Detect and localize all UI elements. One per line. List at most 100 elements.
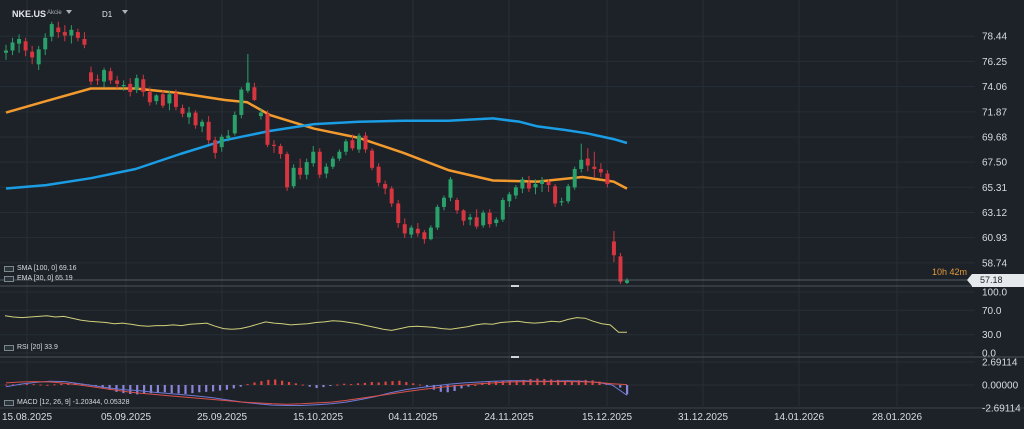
candle-body [422, 232, 427, 240]
candle-body [88, 72, 93, 82]
macd-histogram-bar [619, 385, 622, 388]
candle-body [520, 179, 525, 189]
candle [330, 156, 335, 169]
macd-histogram-bar [557, 379, 560, 385]
candle [448, 177, 453, 202]
macd-histogram-bar [336, 384, 339, 386]
macd-signal-line [5, 381, 628, 405]
macd-histogram-bar [143, 385, 146, 394]
date-tick-label: 15.10.2025 [293, 412, 343, 423]
indicator-settings-icon[interactable] [4, 344, 14, 351]
macd-histogram-bar [391, 381, 394, 385]
macd-histogram-bar [191, 385, 194, 394]
candles-layer [4, 21, 629, 284]
candle-body [232, 114, 237, 134]
ema-legend[interactable]: EMA [30, 0] 65.19 [4, 275, 73, 282]
candle [343, 139, 348, 156]
candle [435, 204, 440, 230]
timeframe-label[interactable]: D1 [102, 9, 113, 19]
macd-histogram-bar [329, 385, 332, 386]
candle [546, 179, 551, 192]
candle-body [239, 89, 244, 115]
rsi-tick-label: 70.0 [982, 306, 1002, 317]
candle-body [330, 158, 335, 167]
macd-histogram-bar [405, 382, 408, 385]
candle-body [95, 79, 100, 81]
candle-body [605, 173, 610, 184]
symbol-label[interactable]: NKE.US [12, 9, 47, 19]
macd-histogram-bar [281, 380, 284, 385]
candle-body [324, 166, 329, 174]
candle-body [128, 83, 133, 92]
candle [4, 44, 8, 60]
candle-body [618, 256, 623, 282]
candle [36, 45, 41, 71]
last-price-badge: 57.18 [967, 274, 1024, 287]
candle [258, 108, 263, 120]
candle [232, 111, 237, 136]
indicator-settings-icon[interactable] [4, 275, 14, 282]
indicator-settings-icon[interactable] [4, 265, 14, 272]
candle [468, 213, 473, 226]
candle-body [533, 183, 538, 188]
macd-histogram-bar [577, 380, 580, 385]
candle [272, 140, 277, 153]
axes-layer: 78.44 76.25 74.06 71.87 69.68 67.50 65.31 63.12… [0, 32, 1024, 423]
macd-tick-label: -2.69114 [982, 404, 1021, 415]
candle-body [278, 145, 283, 155]
indicator-settings-icon[interactable] [4, 399, 14, 406]
macd-histogram-bar [515, 380, 518, 385]
macd-histogram-bar [11, 384, 15, 386]
sma-legend[interactable]: SMA [100, 0] 69.16 [4, 265, 77, 272]
timeframe-dropdown-chevron-down-icon[interactable] [122, 10, 128, 14]
candle-body [356, 135, 361, 150]
candle [415, 223, 420, 237]
candle [592, 151, 597, 178]
macd-histogram-bar [626, 385, 629, 395]
macd-histogram-bar [5, 384, 8, 386]
macd-histogram-bar [239, 385, 242, 387]
candle-body [579, 159, 584, 169]
macd-histogram-bar [598, 381, 601, 385]
macd-histogram-bar [170, 385, 173, 394]
candle-body [468, 217, 473, 220]
macd-histogram-bar [129, 385, 132, 394]
candle [559, 197, 564, 206]
macd-histogram-bar [184, 385, 187, 394]
candle [611, 231, 616, 263]
candle-body [448, 179, 453, 198]
candle [147, 87, 152, 106]
candle-body [102, 70, 107, 82]
macd-histogram-bar [439, 385, 442, 392]
candle [88, 66, 93, 86]
date-tick-label: 15.12.2025 [582, 412, 632, 423]
macd-legend[interactable]: MACD [12, 26, 9] -1.20344, 0.05328 [4, 399, 129, 406]
candle-body [592, 166, 597, 169]
macd-histogram-bar [412, 383, 415, 385]
macd-histogram-bar [363, 382, 366, 385]
candle-body [383, 183, 388, 189]
macd-histogram-bar [60, 383, 63, 385]
candle-body [441, 197, 446, 207]
macd-histogram-bar [274, 379, 277, 385]
price-tick-label: 65.31 [982, 183, 1007, 194]
rsi-legend[interactable]: RSI [20] 33.9 [4, 344, 58, 351]
candle [115, 75, 120, 89]
candle [317, 148, 322, 179]
price-tick-label: 76.25 [982, 57, 1007, 68]
pane-resize-handle[interactable] [511, 285, 519, 287]
symbol-dropdown-chevron-down-icon[interactable] [66, 10, 72, 14]
macd-histogram-bar [550, 379, 553, 385]
ema-line-layer [5, 87, 628, 190]
candle-body [585, 158, 590, 166]
macd-histogram-bar [94, 385, 97, 386]
candle [265, 110, 270, 148]
macd-tick-label: 0.00000 [982, 381, 1019, 392]
candle-body [167, 94, 172, 104]
macd-histogram-bar [467, 385, 470, 387]
macd-histogram-bar [149, 385, 153, 394]
candle [337, 149, 342, 161]
pane-resize-handle[interactable] [511, 356, 519, 358]
macd-histogram-bar [246, 384, 249, 386]
